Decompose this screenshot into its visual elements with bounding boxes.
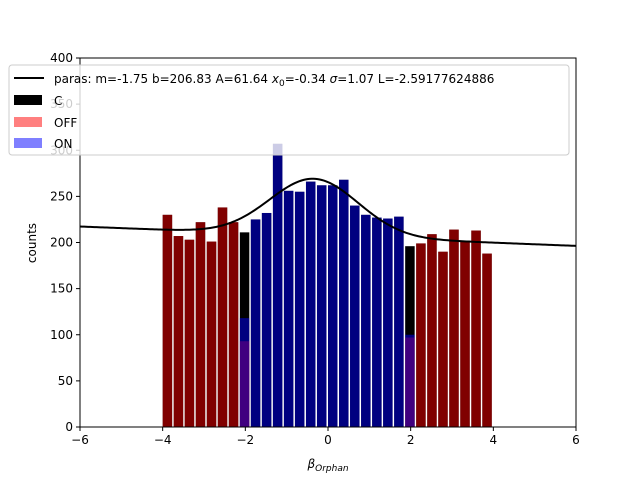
- x-axis-label-base: β: [306, 457, 315, 471]
- bar-off-25: [438, 251, 448, 427]
- bar-off-23: [416, 243, 426, 427]
- x-axis-label: βOrphan: [306, 457, 348, 474]
- bar-on-9: [261, 212, 272, 427]
- legend-off-label: OFF: [54, 116, 77, 130]
- legend-box: [8, 64, 570, 156]
- bar-off-24: [427, 234, 437, 427]
- bar-off-4: [206, 241, 217, 427]
- bar-on-22: [405, 334, 415, 427]
- bar-off-6: [228, 222, 239, 427]
- bar-on-20: [383, 218, 393, 427]
- bar-on-15: [328, 185, 338, 427]
- bar-on-11: [283, 190, 294, 427]
- bar-off-3: [195, 222, 206, 427]
- bar-off-0: [162, 214, 173, 427]
- legend-off-swatch: [14, 117, 42, 127]
- bar-on-19: [372, 217, 382, 427]
- legend-fit-x0-sub: 0: [279, 79, 285, 89]
- bar-off-27: [460, 240, 470, 427]
- bar-on-8: [250, 219, 261, 427]
- histogram-bars: [162, 143, 492, 428]
- bar-on-18: [361, 214, 371, 427]
- legend-fit-end: =1.07 L=-2.59177624886: [337, 72, 494, 86]
- bar-on-10: [272, 143, 283, 428]
- bar-off-26: [449, 229, 459, 427]
- bar-on-13: [305, 181, 316, 427]
- y-tick-label: 400: [50, 51, 73, 65]
- legend: paras: m=-1.75 b=206.83 A=61.64 x0=-0.34…: [8, 64, 570, 156]
- x-tick-label: −6: [71, 433, 89, 447]
- bar-on-7: [239, 318, 250, 427]
- x-tick-label: 2: [407, 433, 415, 447]
- legend-on-swatch: [14, 138, 42, 148]
- bar-on-16: [339, 179, 349, 427]
- fit-curve: [79, 177, 577, 247]
- legend-fit-x0: x: [271, 72, 280, 86]
- bar-on-17: [350, 205, 360, 427]
- legend-on-label: ON: [54, 137, 72, 151]
- y-tick-label: 150: [50, 282, 73, 296]
- bar-off-28: [471, 230, 481, 427]
- x-tick-label: 4: [490, 433, 498, 447]
- x-tick-label: 6: [572, 433, 580, 447]
- y-tick-label: 100: [50, 328, 73, 342]
- x-axis-label-sub: Orphan: [315, 464, 349, 474]
- x-axis-ticks: −6 −4 −2 0 2 4 6: [71, 427, 580, 447]
- legend-fit-prefix: paras: m=-1.75 b=206.83 A=61.64: [54, 72, 272, 86]
- y-tick-label: 0: [65, 420, 73, 434]
- bar-on-12: [294, 191, 305, 427]
- y-tick-label: 250: [50, 189, 73, 203]
- legend-c-swatch: [14, 95, 42, 105]
- x-tick-label: −2: [236, 433, 254, 447]
- bar-off-29: [482, 253, 492, 427]
- x-tick-label: 0: [324, 433, 332, 447]
- y-tick-label: 200: [50, 236, 73, 250]
- legend-fit-sigma: σ: [330, 72, 338, 86]
- legend-fit-label: paras: m=-1.75 b=206.83 A=61.64 x0=-0.34…: [54, 72, 494, 89]
- legend-fit-mid: =-0.34: [285, 72, 330, 86]
- bar-on-21: [394, 216, 404, 427]
- legend-c-label: C: [54, 94, 62, 108]
- y-tick-label: 50: [58, 374, 73, 388]
- bar-off-5: [217, 207, 228, 427]
- bar-on-14: [316, 185, 327, 427]
- bar-off-1: [173, 236, 184, 427]
- x-tick-label: −4: [154, 433, 172, 447]
- bar-off-2: [184, 239, 195, 427]
- y-axis-label: counts: [25, 223, 39, 263]
